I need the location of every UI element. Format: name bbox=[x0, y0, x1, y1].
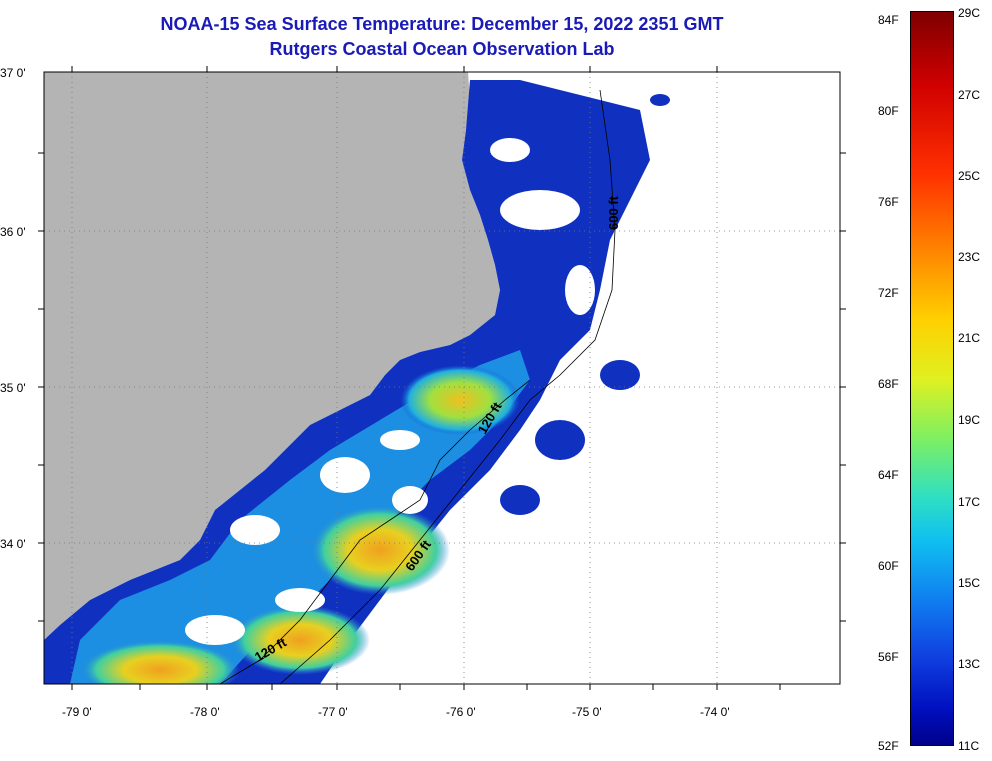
colorbar-c-23: 23C bbox=[958, 250, 981, 264]
sst-offshore-patches bbox=[500, 94, 670, 515]
lat-label-35: 35 0' bbox=[0, 381, 26, 395]
colorbar-c-25: 25C bbox=[958, 169, 981, 183]
lon-label-77: -77 0' bbox=[318, 705, 348, 719]
contour-600ft bbox=[279, 89, 616, 684]
colorbar-c-17: 17C bbox=[958, 495, 981, 509]
lon-label-78: -78 0' bbox=[190, 705, 220, 719]
colorbar-f-68: 68F bbox=[878, 377, 899, 391]
colorbar-c-27: 27C bbox=[958, 88, 981, 102]
contour-120ft bbox=[219, 379, 531, 684]
lon-label-79: -79 0' bbox=[62, 705, 92, 719]
colorbar-c-21: 21C bbox=[958, 331, 981, 345]
lat-label-36: 36 0' bbox=[0, 225, 26, 239]
colorbar-c-11: 11C bbox=[958, 739, 980, 753]
cloud-mask bbox=[185, 138, 595, 645]
colorbar-c-29: 29C bbox=[958, 6, 981, 20]
chart-subtitle: Rutgers Coastal Ocean Observation Lab bbox=[269, 39, 615, 59]
warm-patch-central bbox=[310, 505, 450, 595]
lat-label-37: 37 0' bbox=[0, 66, 26, 80]
plot-frame bbox=[43, 71, 841, 685]
warm-patch-north bbox=[400, 365, 520, 435]
lon-label-76: -76 0' bbox=[446, 705, 476, 719]
lat-label-34: 34 0' bbox=[0, 537, 26, 551]
warm-patch-south bbox=[230, 605, 370, 675]
colorbar-f-64: 64F bbox=[878, 468, 899, 482]
colorbar-c-13: 13C bbox=[958, 657, 981, 671]
land-mass bbox=[44, 72, 500, 640]
warm-patch-southwest bbox=[80, 640, 240, 684]
colorbar-f-52: 52F bbox=[878, 739, 899, 753]
colorbar-c-15: 15C bbox=[958, 576, 981, 590]
colorbar-f-72: 72F bbox=[878, 286, 899, 300]
lon-label-75: -75 0' bbox=[572, 705, 602, 719]
grid-lines bbox=[44, 72, 840, 684]
colorbar-f-56: 56F bbox=[878, 650, 899, 664]
chart-title: NOAA-15 Sea Surface Temperature: Decembe… bbox=[160, 14, 724, 34]
temperature-colorbar bbox=[910, 11, 954, 746]
colorbar-f-84: 84F bbox=[878, 13, 899, 27]
contour-label-600ft-north: 600 ft bbox=[606, 195, 621, 230]
lon-label-74: -74 0' bbox=[700, 705, 730, 719]
colorbar-f-80: 80F bbox=[878, 104, 899, 118]
colorbar-f-60: 60F bbox=[878, 559, 899, 573]
colorbar-c-19: 19C bbox=[958, 413, 981, 427]
axis-ticks bbox=[38, 66, 846, 690]
sst-cold-water bbox=[44, 80, 650, 684]
colorbar-f-76: 76F bbox=[878, 195, 899, 209]
